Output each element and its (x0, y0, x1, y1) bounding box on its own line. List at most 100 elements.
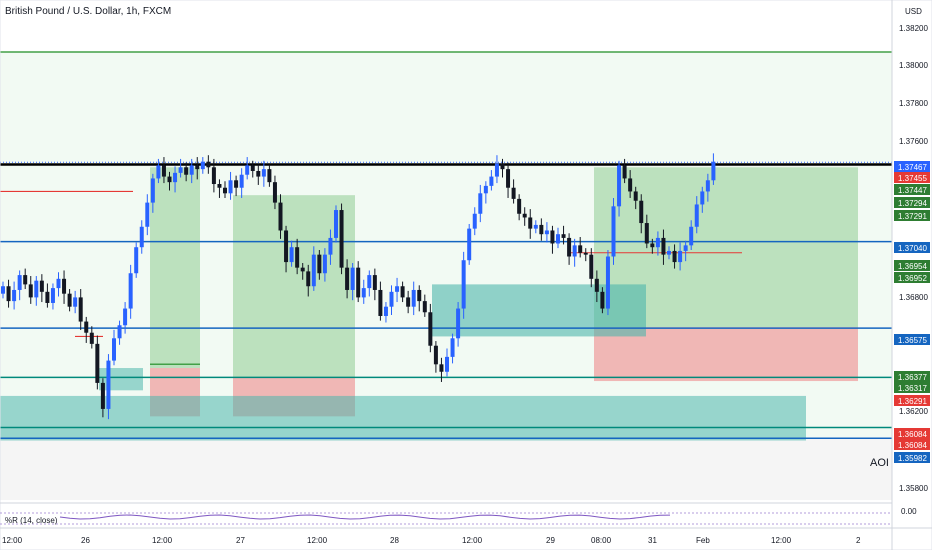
candle-body (622, 165, 627, 179)
candle-body (78, 297, 83, 322)
candle-body (206, 161, 211, 168)
candle-body (272, 182, 277, 203)
candle-body (511, 187, 516, 199)
x-tick: 12:00 (152, 536, 173, 545)
candle-body (639, 200, 644, 224)
candle-body (223, 187, 227, 194)
candle-body (328, 237, 333, 255)
candle-body (661, 237, 666, 255)
x-tick: 12:00 (307, 536, 328, 545)
candle-body (561, 234, 566, 238)
candle-body (128, 273, 133, 309)
candle-body (345, 267, 350, 290)
candle-body (406, 297, 411, 307)
candle-body (1, 286, 5, 294)
aoi-zone (0, 438, 892, 500)
candle-body (106, 360, 111, 409)
candle-body (445, 356, 449, 372)
candle-body (245, 165, 250, 175)
candle-body (145, 202, 150, 227)
price-badge-label: 1.37447 (898, 186, 927, 195)
candle-body (422, 301, 427, 313)
candle-body (200, 161, 205, 170)
price-badge-label: 1.37294 (898, 199, 927, 208)
candle-body (217, 184, 222, 188)
x-tick: 29 (546, 536, 555, 545)
candle-body (489, 176, 494, 186)
candle-body (700, 191, 705, 205)
candle-body (372, 275, 377, 290)
candle-body (117, 325, 122, 339)
candle-body (605, 256, 610, 309)
candle-body (334, 210, 338, 238)
candle-body (395, 286, 400, 292)
candle-body (383, 306, 388, 316)
price-badge (894, 272, 930, 283)
price-badge (894, 197, 930, 208)
x-tick: 31 (648, 536, 657, 545)
candle-body (228, 180, 233, 194)
candle-body (161, 165, 166, 177)
candle-body (572, 245, 577, 257)
candle-body (56, 278, 61, 289)
candle-body (600, 291, 605, 309)
price-badge-label: 1.36084 (898, 430, 927, 439)
candle-body (611, 206, 616, 257)
price-badge-label: 1.36954 (898, 262, 927, 271)
x-tick: 08:00 (591, 536, 612, 545)
candle-body (95, 343, 100, 383)
candle-body (73, 297, 78, 307)
candle-body (339, 210, 344, 268)
candle-body (517, 198, 522, 214)
level-layer (0, 51, 892, 440)
candle-body (439, 364, 444, 372)
candle-body (28, 284, 33, 298)
price-badges: 1.37467 1.37455 1.37447 1.37294 1.37291 1.370… (894, 161, 930, 463)
price-badge (894, 184, 930, 195)
price-badge (894, 428, 930, 439)
candle-body (134, 247, 139, 274)
candle-body (628, 178, 633, 192)
candle-body (433, 345, 438, 365)
aoi-label: AOI (870, 457, 889, 469)
x-tick: 27 (236, 536, 245, 545)
candle-body (139, 226, 144, 248)
candle-body (17, 275, 22, 290)
price-badge (894, 371, 930, 382)
candle-body (173, 172, 178, 183)
price-badge (894, 210, 930, 221)
zone-layer (0, 52, 892, 500)
candle-body (711, 161, 716, 181)
candle-body (556, 234, 560, 244)
price-badge (894, 452, 930, 463)
y-tick: 1.38200 (899, 24, 928, 33)
candle-body (533, 224, 538, 229)
price-badge-label: 1.36952 (898, 274, 927, 283)
candle-body (506, 169, 511, 188)
price-badge-label: 1.37455 (898, 174, 927, 183)
candle-body (84, 321, 89, 333)
price-badge-label: 1.37040 (898, 244, 927, 253)
x-tick: 12:00 (462, 536, 483, 545)
price-badge-label: 1.36575 (898, 336, 927, 345)
candle-body (239, 174, 244, 188)
candle-body (45, 291, 50, 303)
candle-body (478, 193, 483, 214)
price-badge (894, 260, 930, 271)
candle-body (594, 278, 599, 292)
candle-body (450, 338, 455, 357)
candle-body (112, 338, 116, 361)
price-badge (894, 334, 930, 345)
price-badge (894, 242, 930, 253)
candle-body (705, 180, 710, 192)
candle-body (500, 163, 505, 170)
candle-body (694, 204, 699, 227)
price-badge-label: 1.36084 (898, 441, 927, 450)
candle-body (617, 165, 622, 207)
candle-body (539, 224, 544, 235)
candle-body (583, 252, 588, 255)
candle-body (317, 254, 322, 274)
price-badge (894, 382, 930, 393)
price-badge-label: 1.37291 (898, 212, 927, 221)
